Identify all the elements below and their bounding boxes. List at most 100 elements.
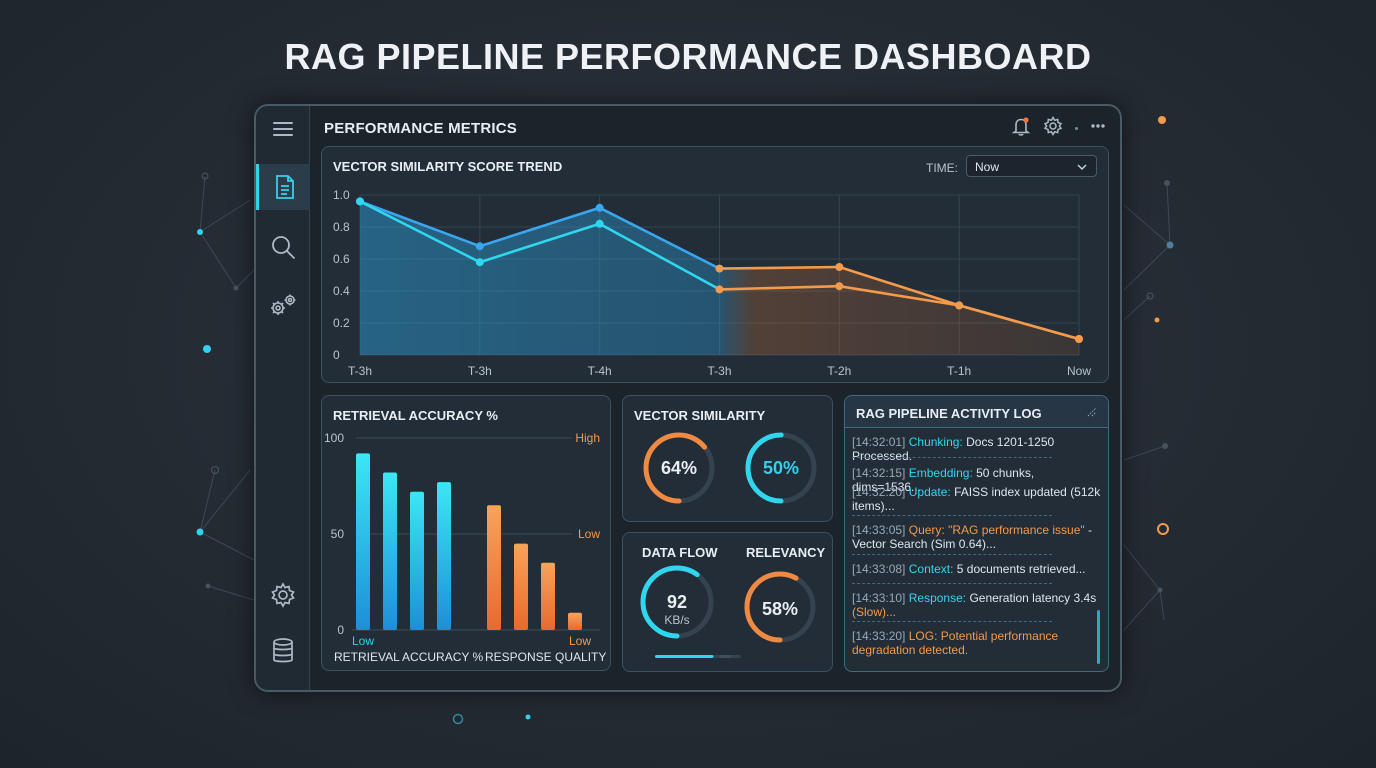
data-flow-title: DATA FLOW [642,545,718,560]
data-flow-slider-fill [655,655,714,658]
bar-chart-title: RETRIEVAL ACCURACY % [333,408,498,423]
series-2-segment [478,222,601,264]
bar-group-label: RESPONSE QUALITY [485,650,606,664]
y-tick-label: 0 [333,348,340,362]
threshold-label-high: High [575,431,600,445]
chevron-down-icon [1077,164,1087,171]
log-separator [852,515,1052,516]
bar [487,505,501,630]
activity-log-panel: RAG PIPELINE ACTIVITY LOG [14:32:01] Chu… [844,395,1109,672]
series-2-point [356,197,364,206]
series-2-point [835,282,844,291]
notifications-button[interactable] [1011,116,1031,141]
y-tick-label: 0.2 [333,316,350,330]
search-icon [272,236,295,259]
y-tick-label: 100 [324,431,344,445]
vector-similarity-panel: VECTOR SIMILARITY 64% 50% [622,395,833,522]
time-label: TIME: [926,161,958,175]
more-icon [1091,124,1105,128]
x-tick-label: T-2h [827,364,851,378]
menu-icon [273,122,293,136]
sidebar [256,106,310,690]
series-2-segment [957,304,1081,341]
section-title: PERFORMANCE METRICS [324,120,517,137]
retrieval-accuracy-chart: 0 50 100 High Low Low RETRIEVAL ACCURACY % Low R… [324,431,606,664]
log-entry: [14:32:20] Update: FAISS index updated (… [852,485,1101,513]
x-tick-label: T-3h [468,364,492,378]
activity-log-title: RAG PIPELINE ACTIVITY LOG [856,406,1042,421]
series-1-segment [718,265,841,270]
bell-icon [1011,117,1031,136]
time-range-select[interactable]: Now [966,155,1097,177]
series-2-segment [358,200,482,264]
log-entry: [14:33:20] LOG: Potential performance de… [852,629,1059,657]
bar-group-label: RETRIEVAL ACCURACY % [334,650,483,664]
area-fill [360,201,1079,355]
settings-button[interactable] [1043,116,1063,141]
data-flow-value: 92 [666,592,688,612]
log-entry: [14:33:05] Query: "RAG performance issue… [852,523,1093,551]
x-tick-label: T-3h [348,364,372,378]
y-tick-label: 0 [337,623,344,637]
sidebar-item-documents[interactable] [256,164,310,210]
data-flow-unit: KB/s [664,613,690,627]
series-1-point [595,203,604,212]
bar [437,482,451,630]
main-content: PERFORMANCE METRICS VECTOR SIMILARITY SC… [310,106,1120,690]
y-tick-label: 50 [331,527,345,541]
y-tick-label: 0.8 [333,220,350,234]
trend-title: VECTOR SIMILARITY SCORE TREND [333,159,563,174]
database-icon [273,638,293,663]
time-select-value: Now [975,160,1000,174]
dashboard-window: PERFORMANCE METRICS VECTOR SIMILARITY SC… [254,104,1122,692]
divider-dot [1075,127,1078,130]
log-separator [852,457,1052,458]
bar [568,612,582,630]
settings-icon [271,582,295,608]
bar [383,472,397,630]
series-2-point [475,258,484,267]
log-entry: [14:33:08] Context: 5 documents retrieve… [852,562,1086,576]
x-tick-label: T-1h [947,364,971,378]
similarity-gauge-1-arc [643,432,715,504]
relevancy-value: 58% [761,599,799,619]
log-separator [852,621,1052,622]
y-tick-label: 0.6 [333,252,350,266]
bar [410,491,424,630]
log-entry: [14:32:01] Chunking: Docs 1201-1250 Proc… [852,435,1055,463]
similarity-gauge-2-value: 50% [762,458,800,478]
collapse-icon[interactable] [1086,406,1098,418]
log-entry: [14:32:15] Embedding: 50 chunks, dims=15… [852,466,1035,494]
log-separator [852,583,1052,584]
series-2-segment [838,284,961,307]
vector-similarity-gauges [643,432,817,504]
bar [541,562,555,630]
top-bar: PERFORMANCE METRICS [310,106,1120,148]
gear-icon [1043,116,1063,136]
relevancy-title: RELEVANCY [746,545,826,560]
similarity-gauge-2-arc [745,432,817,504]
series-2-point [715,285,724,294]
gears-icon [271,294,296,315]
log-scrollbar[interactable] [1097,610,1100,664]
menu-button[interactable] [256,106,310,152]
series-1-segment [358,200,482,248]
retrieval-accuracy-panel: RETRIEVAL ACCURACY % 0 50 100 High Low Low RET… [321,395,611,671]
more-options-button[interactable] [1090,118,1106,139]
sidebar-item-pipeline-settings[interactable] [256,282,310,328]
bar-group-sublabel: Low [352,634,374,648]
sidebar-item-settings[interactable] [256,572,310,618]
sidebar-item-database[interactable] [256,628,310,674]
series-1-segment [478,206,601,248]
vector-similarity-title: VECTOR SIMILARITY [634,408,766,423]
document-icon [275,175,294,199]
series-1-point [715,264,724,273]
log-separator [852,554,1052,555]
threshold-label-low: Low [578,527,600,541]
series-1-point [475,242,484,251]
data-flow-gauge-arc [640,565,714,639]
series-1-point [835,263,844,271]
sidebar-item-search[interactable] [256,224,310,270]
y-tick-label: 1.0 [333,188,350,202]
data-flow-slider-marker [719,655,732,658]
